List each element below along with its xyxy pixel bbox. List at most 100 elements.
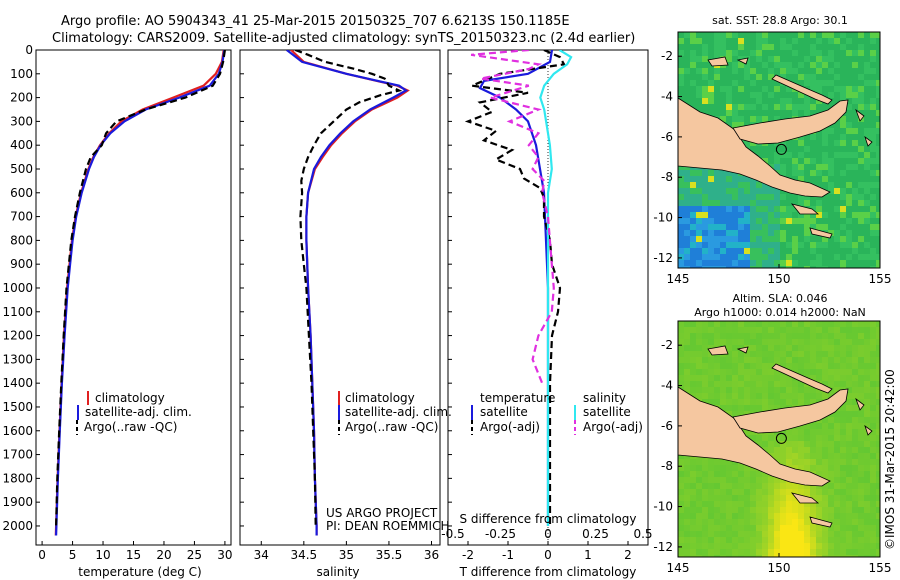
map-cell [870,375,876,381]
map-cell [786,429,792,435]
map-cell [732,363,738,369]
map-cell [786,140,792,146]
map-cell [870,453,876,459]
map-cell [678,543,684,549]
map-cell [780,92,786,98]
map-cell [792,351,798,357]
map-cell [846,453,852,459]
map-cell [678,182,684,188]
map-cell [828,146,834,152]
map-cell [714,501,720,507]
map-cell [774,399,780,405]
map-cell [858,218,864,224]
map-cell [822,74,828,80]
map-cell [834,441,840,447]
map-cell [810,212,816,218]
map-cell [702,465,708,471]
map-cell [786,435,792,441]
map-cell [714,254,720,260]
map-cell [762,519,768,525]
map-cell [732,218,738,224]
map-cell [798,200,804,206]
map-cell [858,230,864,236]
map-cell [780,375,786,381]
map-cell [768,351,774,357]
map-cell [804,62,810,68]
map-cell [864,152,870,158]
map-cell [804,164,810,170]
map-cell [810,447,816,453]
map-cell [870,266,876,268]
map-cell [804,465,810,471]
map-cell [720,555,726,557]
map-cell [762,158,768,164]
map-cell [876,158,880,164]
map-cell [726,68,732,74]
map-cell [780,549,786,555]
map-cell [738,248,744,254]
map-cell [858,477,864,483]
map-cell [852,375,858,381]
map-cell [846,351,852,357]
map-cell [816,218,822,224]
map-cell [696,525,702,531]
map-cell [834,212,840,218]
map-cell [840,212,846,218]
map-cell [732,242,738,248]
map-cell [744,140,750,146]
map-cell [726,62,732,68]
map-cell [756,531,762,537]
map-cell [726,176,732,182]
map-cell [846,176,852,182]
x-tick-label: 34.5 [290,548,317,562]
map-cell [834,164,840,170]
map-cell [858,62,864,68]
map-cell [810,327,816,333]
map-cell [864,525,870,531]
map-cell [804,543,810,549]
map-cell [708,98,714,104]
map-y-tick-label: -2 [661,49,673,63]
map-cell [864,501,870,507]
map-cell [792,537,798,543]
map-cell [828,170,834,176]
map-cell [834,471,840,477]
map-cell [774,381,780,387]
map-cell [684,525,690,531]
map-cell [732,393,738,399]
map-cell [876,92,880,98]
map-cell [702,170,708,176]
map-cell [840,543,846,549]
map-cell [714,339,720,345]
map-cell [858,429,864,435]
map-cell [810,435,816,441]
map-cell [828,435,834,441]
map-cell [762,489,768,495]
x-tick-label: 36 [424,548,439,562]
map-cell [804,56,810,62]
map-cell [702,254,708,260]
map-cell [804,345,810,351]
map-cell [696,531,702,537]
map-cell [810,429,816,435]
map-cell [738,399,744,405]
map-cell [864,513,870,519]
map-cell [822,393,828,399]
map-cell [774,441,780,447]
map-cell [876,248,880,254]
map-cell [762,44,768,50]
map-cell [864,110,870,116]
map-cell [678,477,684,483]
map-cell [876,98,880,104]
map-cell [774,212,780,218]
map-cell [768,381,774,387]
map-cell [792,333,798,339]
map-cell [846,152,852,158]
map-cell [714,489,720,495]
map-cell [732,357,738,363]
map-cell [696,375,702,381]
title-line-1: Argo profile: AO 5904343_41 25-Mar-2015 … [61,14,570,29]
map-cell [804,333,810,339]
map-cell [804,176,810,182]
map-cell [858,393,864,399]
